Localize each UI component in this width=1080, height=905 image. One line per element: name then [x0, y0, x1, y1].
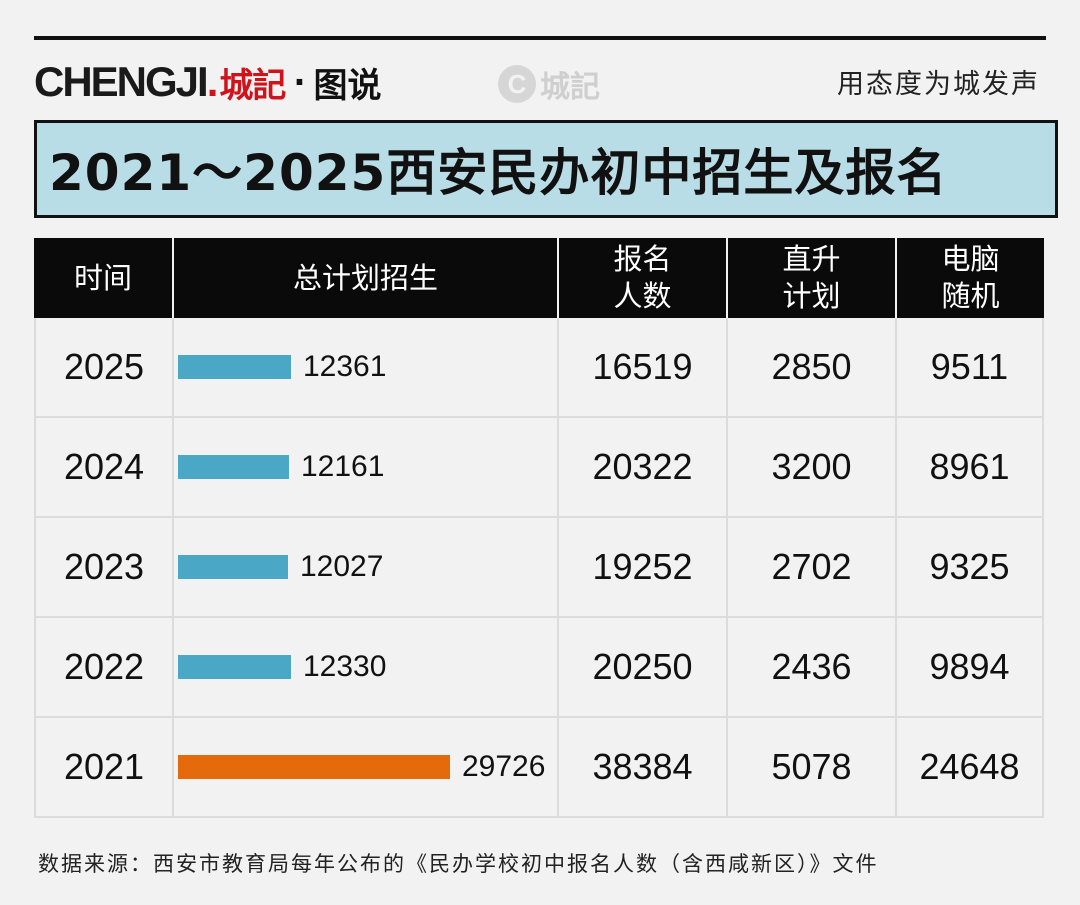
brand-separator: ·: [293, 63, 306, 101]
cell-plan: 12361: [174, 318, 559, 416]
header-lottery: 电脑 随机: [897, 238, 1044, 318]
header-direct: 直升 计划: [728, 238, 897, 318]
page-title: 2021～2025西安民办初中招生及报名: [49, 144, 948, 202]
plan-bar-label: 29726: [462, 750, 546, 783]
cell-direct: 2436: [728, 618, 897, 716]
cell-year: 2023: [34, 518, 174, 616]
brand-dot: .: [206, 58, 219, 105]
header-plan: 总计划招生: [174, 238, 559, 318]
table-row: 2022 12330 20250 2436 9894: [34, 618, 1044, 718]
cell-plan: 12027: [174, 518, 559, 616]
cell-plan: 29726: [174, 718, 559, 816]
table-row: 2021 29726 38384 5078 24648: [34, 718, 1044, 818]
plan-bar-label: 12330: [303, 650, 387, 683]
cell-lottery: 8961: [897, 418, 1044, 516]
header-direct-line2: 计划: [782, 279, 841, 313]
watermark-text: 城記: [540, 70, 600, 105]
plan-bar-label: 12161: [301, 450, 385, 483]
cell-year: 2024: [34, 418, 174, 516]
header-time: 时间: [34, 238, 174, 318]
plan-bar-label: 12361: [303, 350, 387, 383]
table-header: 时间 总计划招生 报名 人数 直升 计划 电脑 随机: [34, 238, 1044, 318]
plan-bar-label: 12027: [300, 550, 384, 583]
top-rule: [34, 36, 1046, 40]
brand-logo: CHENGJI . 城記 · 图说: [34, 54, 382, 110]
data-table: 时间 总计划招生 报名 人数 直升 计划 电脑 随机 2025 12361 16519 28…: [34, 238, 1044, 818]
header-apply: 报名 人数: [559, 238, 728, 318]
table-row: 2024 12161 20322 3200 8961: [34, 418, 1044, 518]
cell-apply: 16519: [559, 318, 728, 416]
plan-bar: [178, 455, 289, 479]
header-lottery-line2: 随机: [941, 279, 1000, 313]
brand-chinese: 城記: [219, 65, 286, 106]
cell-apply: 19252: [559, 518, 728, 616]
cell-plan: 12330: [174, 618, 559, 716]
table-row: 2025 12361 16519 2850 9511: [34, 318, 1044, 418]
watermark: C 城記: [498, 62, 600, 106]
cell-plan: 12161: [174, 418, 559, 516]
cell-year: 2022: [34, 618, 174, 716]
header-plan-label: 总计划招生: [292, 260, 438, 295]
cell-direct: 5078: [728, 718, 897, 816]
header-apply-line1: 报名: [613, 242, 672, 276]
cell-direct: 2850: [728, 318, 897, 416]
header-time-label: 时间: [73, 260, 132, 295]
cell-direct: 2702: [728, 518, 897, 616]
header-apply-line2: 人数: [613, 279, 672, 313]
cell-apply: 38384: [559, 718, 728, 816]
brand-subtitle: 图说: [313, 65, 382, 106]
cell-apply: 20322: [559, 418, 728, 516]
cell-lottery: 9325: [897, 518, 1044, 616]
header-direct-line1: 直升: [782, 242, 841, 276]
table-body: 2025 12361 16519 2850 9511 2024 12161 20322 3200…: [34, 318, 1044, 818]
cell-lottery: 9511: [897, 318, 1044, 416]
brand-latin: CHENGJI: [34, 58, 209, 105]
plan-bar: [178, 355, 291, 379]
title-box: 2021～2025西安民办初中招生及报名: [34, 120, 1058, 218]
header-lottery-line1: 电脑: [941, 242, 1000, 276]
cell-apply: 20250: [559, 618, 728, 716]
watermark-c-icon: C: [498, 65, 536, 103]
cell-year: 2025: [34, 318, 174, 416]
plan-bar: [178, 655, 291, 679]
cell-direct: 3200: [728, 418, 897, 516]
plan-bar: [178, 755, 450, 779]
cell-lottery: 9894: [897, 618, 1044, 716]
cell-year: 2021: [34, 718, 174, 816]
data-source-note: 数据来源：西安市教育局每年公布的《民办学校初中报名人数（含西咸新区）》文件: [38, 852, 879, 876]
cell-lottery: 24648: [897, 718, 1044, 816]
plan-bar: [178, 555, 288, 579]
table-row: 2023 12027 19252 2702 9325: [34, 518, 1044, 618]
slogan: 用态度为城发声: [837, 69, 1040, 100]
